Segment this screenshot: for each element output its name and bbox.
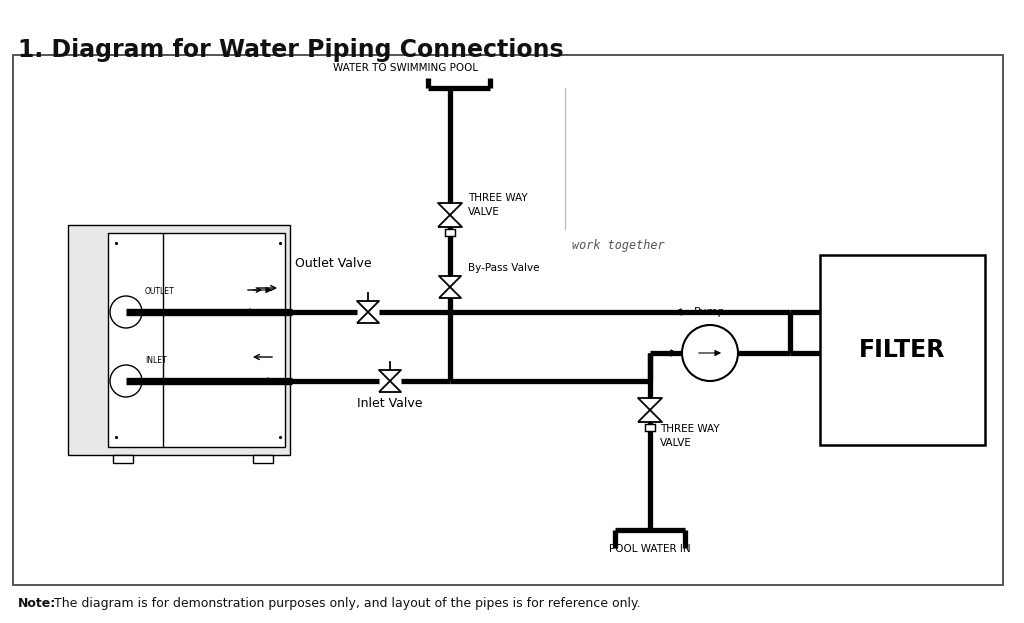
Circle shape [110,296,142,328]
Bar [644,424,655,430]
Bar [113,455,133,463]
Text: Inlet Valve: Inlet Valve [357,397,423,410]
Bar [68,225,290,455]
Bar [108,233,285,447]
Text: WATER TO SWIMMING POOL: WATER TO SWIMMING POOL [333,63,478,73]
Text: Note:: Note: [18,597,56,610]
Bar [13,55,1002,585]
Text: Pump: Pump [694,307,726,317]
Text: The diagram is for demonstration purposes only, and layout of the pipes is for r: The diagram is for demonstration purpose… [54,597,641,610]
Text: INLET: INLET [145,356,167,365]
Circle shape [682,325,738,381]
Text: OUTLET: OUTLET [145,287,175,296]
Text: POOL WATER IN: POOL WATER IN [609,544,691,554]
Text: THREE WAY
VALVE: THREE WAY VALVE [660,424,720,448]
Text: FILTER: FILTER [859,338,946,362]
Text: work together: work together [572,239,665,252]
Text: Outlet Valve: Outlet Valve [295,257,372,270]
Bar [253,455,273,463]
Text: By-Pass Valve: By-Pass Valve [468,263,540,273]
Text: THREE WAY
VALVE: THREE WAY VALVE [468,193,527,217]
Bar [820,255,985,445]
Text: 1. Diagram for Water Piping Connections: 1. Diagram for Water Piping Connections [18,38,563,62]
Circle shape [110,365,142,397]
Bar [444,229,456,235]
